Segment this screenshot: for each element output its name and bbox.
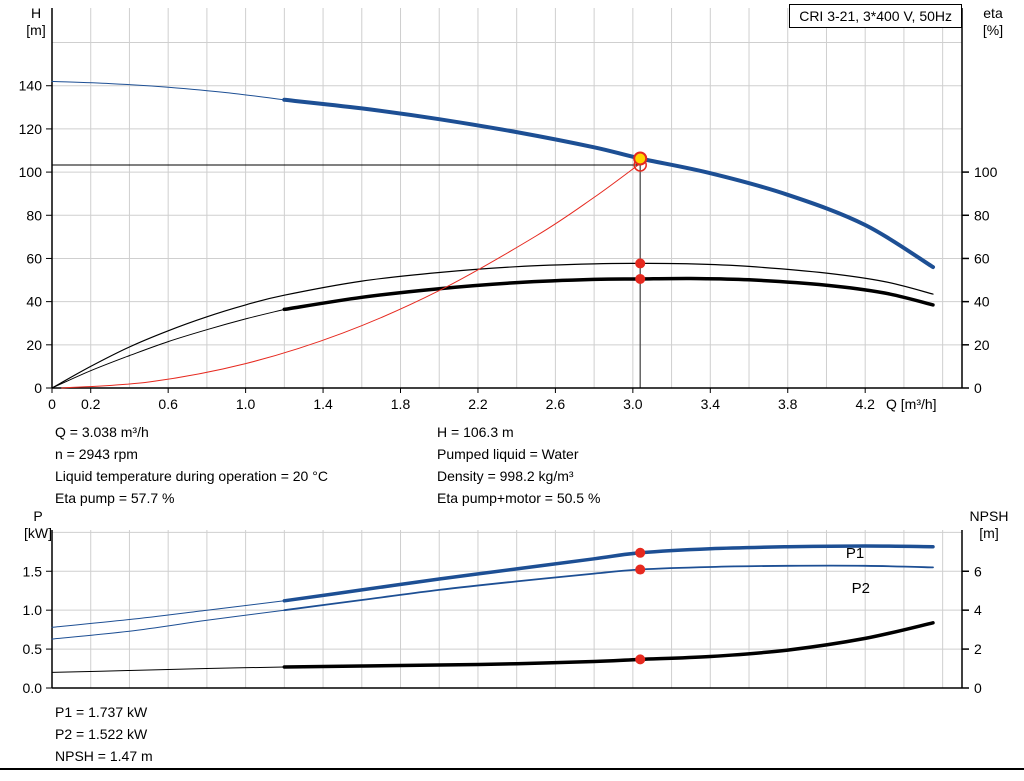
value-marker <box>635 654 646 665</box>
duty-point-marker <box>633 151 648 166</box>
p1-thin <box>51 600 285 628</box>
eta-axis-symbol: eta <box>983 5 1003 21</box>
npsh-curve <box>282 621 935 669</box>
curve-label-P2: P2 <box>852 580 870 597</box>
y-right-tick-label: 6 <box>974 563 982 579</box>
npsh-axis-symbol: NPSH <box>969 508 1009 524</box>
info-density: Density = 998.2 kg/m³ <box>437 468 574 484</box>
info-eta-pump: Eta pump = 57.7 % <box>55 490 175 506</box>
y-right-tick-label: 40 <box>974 294 990 310</box>
info-head: H = 106.3 m <box>437 424 514 440</box>
eta-pump-curve <box>51 262 934 389</box>
y-left-tick-label: 80 <box>26 207 42 223</box>
info-speed: n = 2943 rpm <box>55 446 138 462</box>
y-right-tick-label: 0 <box>974 380 982 396</box>
x-tick-label: 1.8 <box>391 396 411 412</box>
info-p1: P1 = 1.737 kW <box>55 704 148 720</box>
duty-info-left: Q = 3.038 m³/h n = 2943 rpm Liquid tempe… <box>55 421 328 509</box>
x-tick-label: 3.8 <box>778 396 798 412</box>
p-axis-unit: [kW] <box>24 525 52 541</box>
p1-curve <box>282 544 935 603</box>
info-p2: P2 = 1.522 kW <box>55 726 148 742</box>
eta-axis-unit: [%] <box>982 22 1004 38</box>
head-curve-thin <box>51 80 285 101</box>
eta-pump-motor-thin <box>51 308 285 389</box>
y-left-tick-label: 40 <box>26 294 42 310</box>
bottom-divider <box>0 768 1024 770</box>
head-curve <box>282 97 935 270</box>
y-right-tick-label: 100 <box>974 164 998 180</box>
y-left-tick-label: 1.0 <box>23 602 43 618</box>
power-info: P1 = 1.737 kW P2 = 1.522 kW NPSH = 1.47 … <box>55 701 153 767</box>
x-tick-label: 3.4 <box>701 396 721 412</box>
y-left-tick-label: 120 <box>19 121 43 137</box>
value-marker <box>635 273 646 284</box>
value-marker <box>635 564 646 575</box>
eta-pump-motor-curve <box>282 276 935 312</box>
x-tick-label: 0 <box>48 396 56 412</box>
npsh-axis-unit: [m] <box>979 525 999 541</box>
x-tick-label: 0.6 <box>158 396 178 412</box>
x-tick-label: 1.4 <box>313 396 333 412</box>
y-right-tick-label: 4 <box>974 602 982 618</box>
x-tick-label: 2.6 <box>546 396 566 412</box>
y-left-tick-label: 1.5 <box>23 563 43 579</box>
y-left-tick-label: 20 <box>26 337 42 353</box>
y-left-tick-label: 0.5 <box>23 641 43 657</box>
info-eta-pump-motor: Eta pump+motor = 50.5 % <box>437 490 601 506</box>
y-left-tick-label: 140 <box>19 78 43 94</box>
y-left-tick-label: 100 <box>19 164 43 180</box>
q-axis-label: Q [m³/h] <box>886 396 937 412</box>
y-right-tick-label: 20 <box>974 337 990 353</box>
x-tick-label: 0.2 <box>81 396 101 412</box>
y-right-tick-label: 80 <box>974 207 990 223</box>
y-right-tick-label: 2 <box>974 641 982 657</box>
y-left-tick-label: 60 <box>26 250 42 266</box>
y-left-tick-label: 0.0 <box>23 680 43 696</box>
info-liquid-temperature: Liquid temperature during operation = 20… <box>55 468 328 484</box>
y-right-tick-label: 0 <box>974 680 982 696</box>
npsh-axis-label: NPSH [m] <box>962 508 1016 542</box>
x-tick-label: 3.0 <box>623 396 643 412</box>
y-right-tick-label: 60 <box>974 250 990 266</box>
curve-label-P1: P1 <box>846 545 864 562</box>
info-pumped-liquid: Pumped liquid = Water <box>437 446 579 462</box>
info-flow: Q = 3.038 m³/h <box>55 424 149 440</box>
p-axis-label: P [kW] <box>20 508 56 542</box>
eta-axis-label: eta [%] <box>970 5 1016 39</box>
system-curve <box>61 163 641 389</box>
pump-model-label: CRI 3-21, 3*400 V, 50Hz <box>789 4 962 28</box>
duty-info-right: H = 106.3 m Pumped liquid = Water Densit… <box>437 421 600 509</box>
p2-thin <box>51 609 285 640</box>
npsh-thin <box>51 666 285 673</box>
p2-curve <box>283 564 934 612</box>
x-tick-label: 1.0 <box>236 396 256 412</box>
p-axis-symbol: P <box>33 508 43 524</box>
h-axis-symbol: H <box>30 5 42 21</box>
value-marker <box>635 547 646 558</box>
h-axis-unit: [m] <box>26 22 46 38</box>
y-left-tick-label: 0 <box>34 380 42 396</box>
value-marker <box>635 258 646 269</box>
info-npsh: NPSH = 1.47 m <box>55 748 153 764</box>
x-tick-label: 4.2 <box>855 396 875 412</box>
x-tick-label: 2.2 <box>468 396 488 412</box>
h-axis-label: H [m] <box>18 5 54 39</box>
